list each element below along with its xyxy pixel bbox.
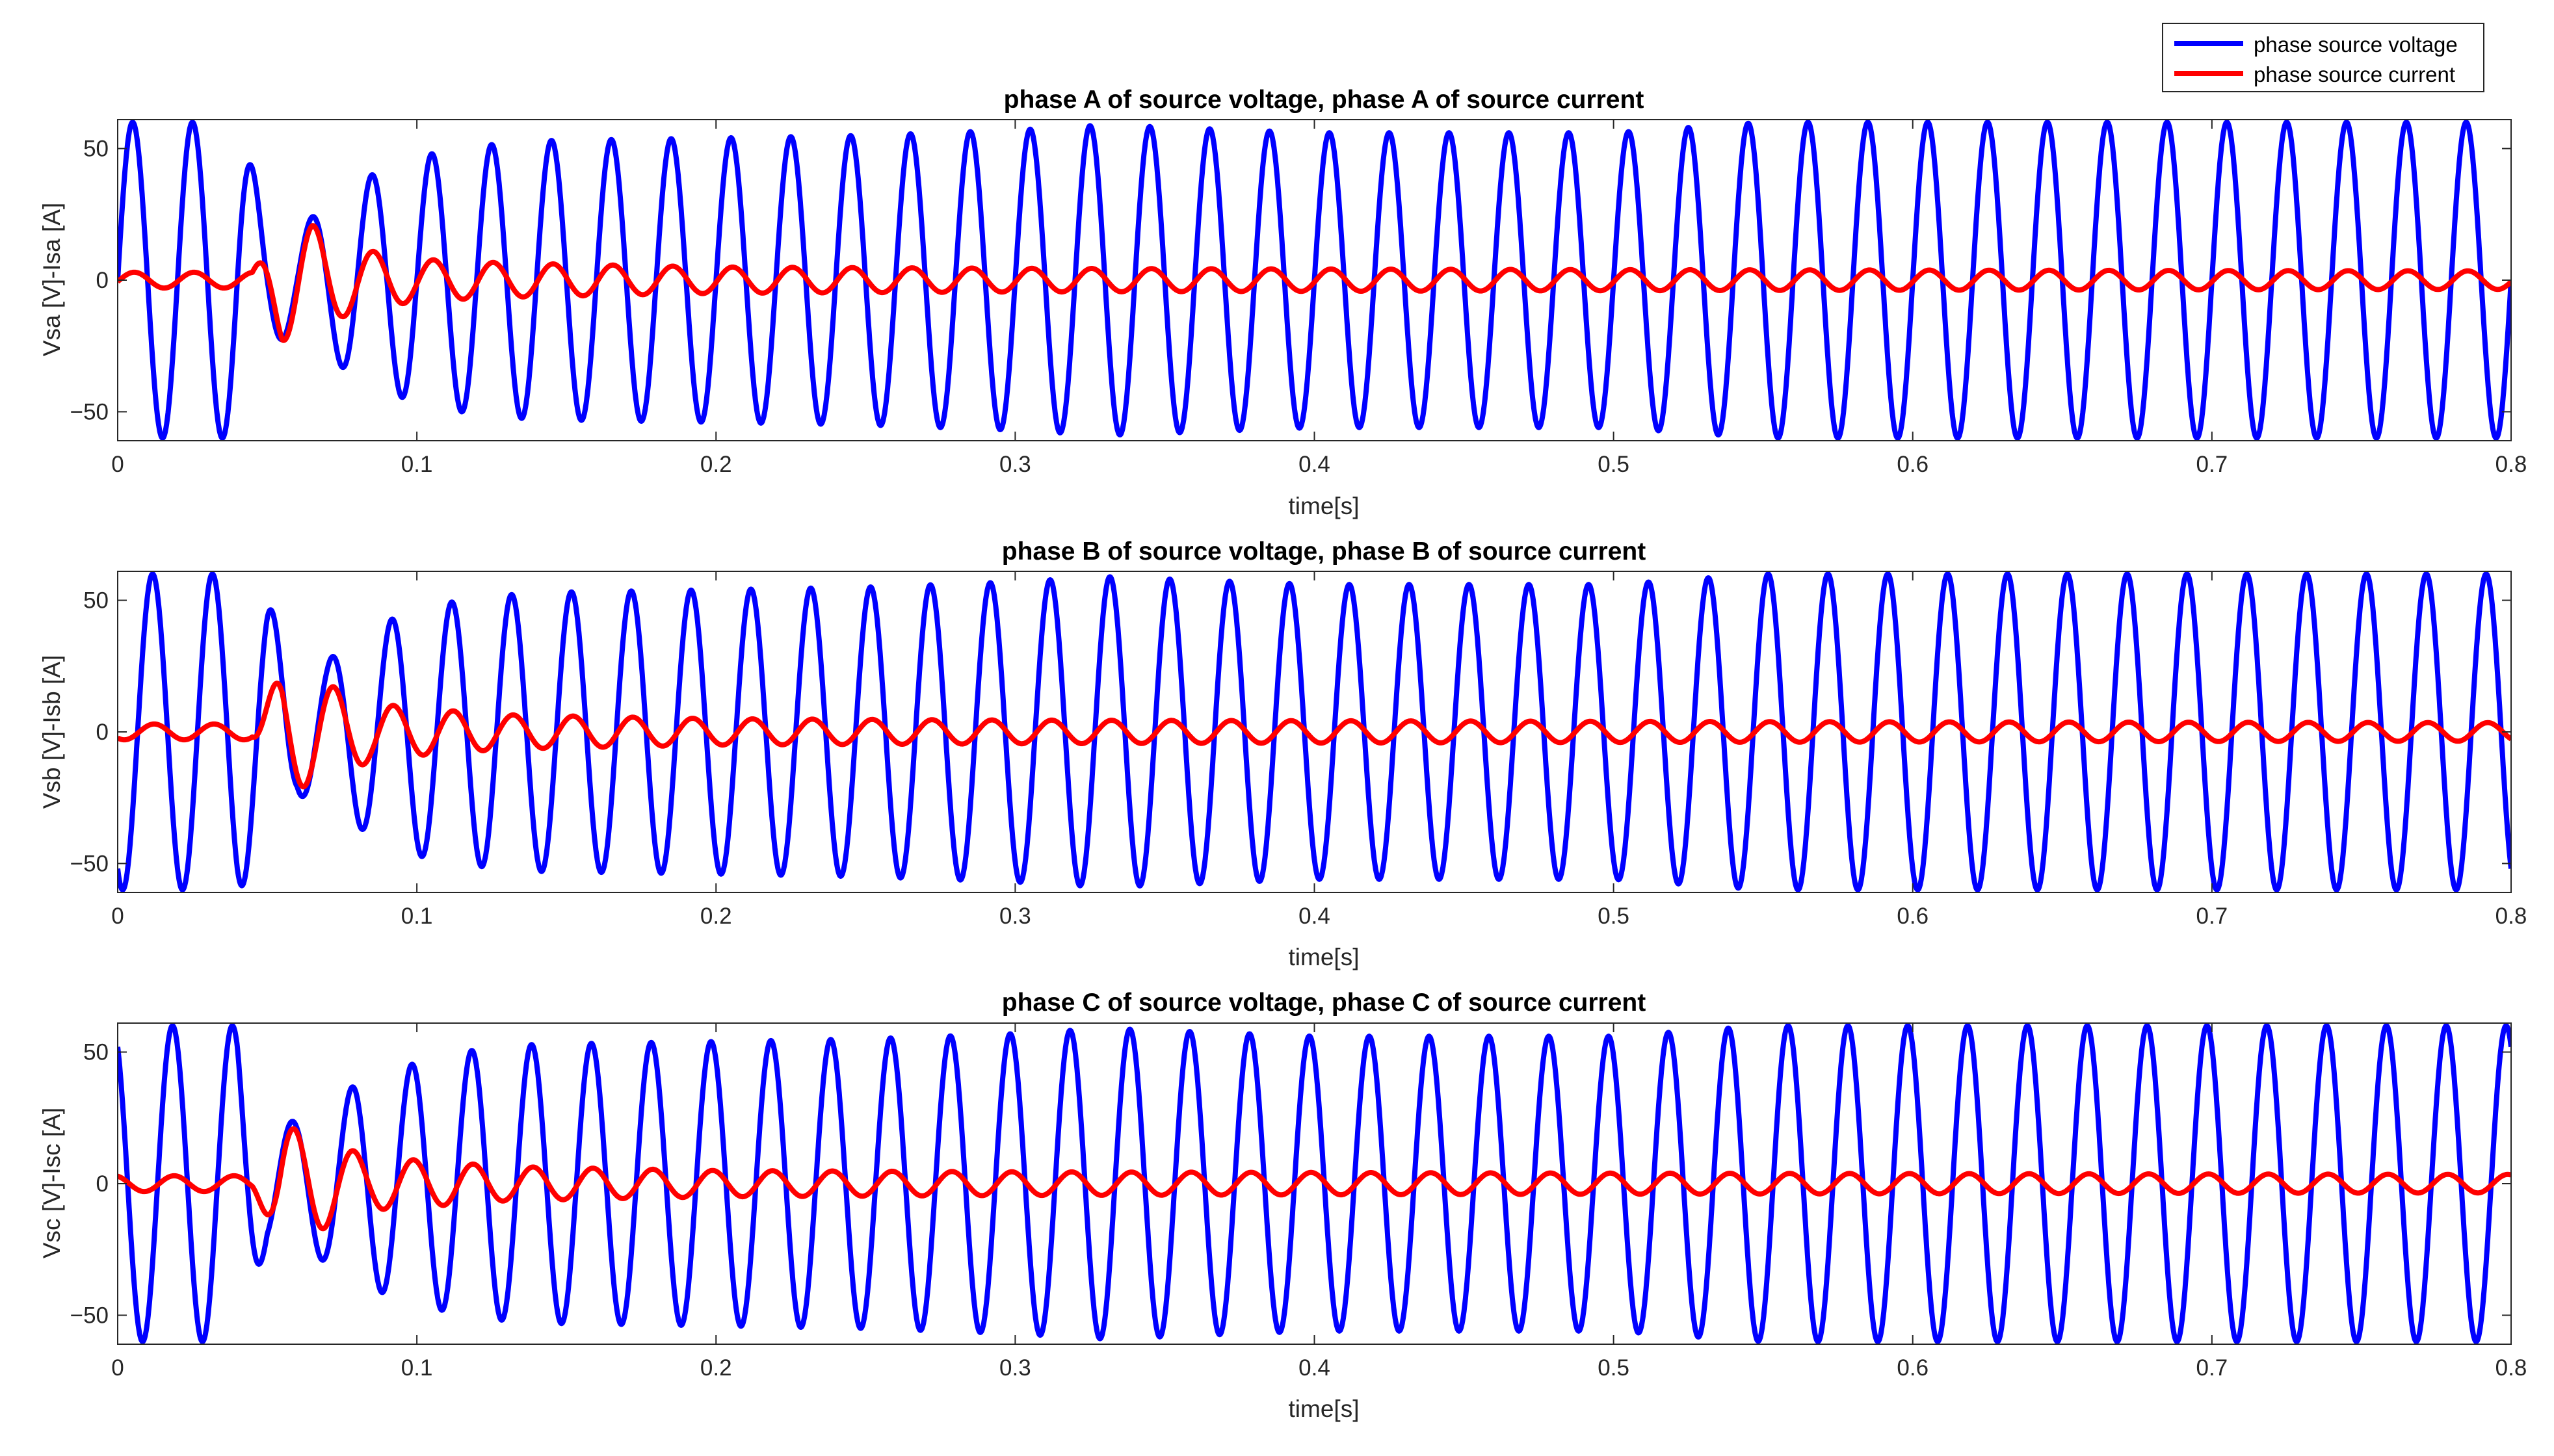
x-tick-label: 0.1 — [401, 1355, 433, 1381]
legend-label-voltage: phase source voltage — [2254, 32, 2458, 57]
x-tick-label: 0.8 — [2495, 1355, 2527, 1381]
axes-frame — [117, 119, 2512, 441]
y-tick-label: −50 — [70, 1303, 109, 1328]
x-tick-label: 0.2 — [700, 904, 732, 929]
x-tick-label: 0.4 — [1298, 1355, 1330, 1381]
axes-frame — [117, 571, 2512, 893]
x-tick-label: 0.7 — [2196, 1355, 2228, 1381]
x-tick-label: 0 — [111, 904, 124, 929]
x-tick-label: 0.4 — [1298, 452, 1330, 477]
y-tick-label: 0 — [96, 268, 109, 293]
legend: phase source voltage phase source curren… — [2162, 23, 2484, 92]
subplot-title: phase C of source voltage, phase C of so… — [1002, 989, 1646, 1017]
series-line-phase-source-current — [118, 223, 2511, 343]
x-tick-label: 0.7 — [2196, 452, 2228, 477]
x-tick-label: 0.6 — [1897, 1355, 1929, 1381]
x-tick-label: 0.8 — [2495, 452, 2527, 477]
y-axis-label: Vsa [V]-Isa [A] — [38, 203, 65, 356]
subplot-phase-c: phase C of source voltage, phase C of so… — [38, 989, 2527, 1422]
series-line-phase-source-current — [118, 681, 2511, 790]
y-tick-label: −50 — [70, 851, 109, 876]
legend-label-current: phase source current — [2254, 62, 2455, 86]
x-tick-label: 0.1 — [401, 904, 433, 929]
y-tick-label: 50 — [83, 1040, 109, 1065]
x-tick-label: 0.5 — [1598, 1355, 1629, 1381]
x-tick-label: 0.6 — [1897, 904, 1929, 929]
y-tick-label: 50 — [83, 136, 109, 162]
x-tick-label: 0.1 — [401, 452, 433, 477]
y-tick-label: 0 — [96, 720, 109, 745]
subplot-title: phase A of source voltage, phase A of so… — [1004, 86, 1644, 114]
x-tick-label: 0.5 — [1598, 904, 1629, 929]
x-tick-label: 0.4 — [1298, 904, 1330, 929]
x-axis-label: time[s] — [1289, 493, 1360, 519]
y-tick-label: −50 — [70, 399, 109, 424]
x-tick-label: 0.7 — [2196, 904, 2228, 929]
subplot-title: phase B of source voltage, phase B of so… — [1002, 538, 1646, 566]
axes-frame — [117, 1022, 2512, 1345]
x-tick-label: 0.2 — [700, 1355, 732, 1381]
y-axis-label: Vsc [V]-Isc [A] — [38, 1108, 65, 1258]
x-tick-label: 0.8 — [2495, 904, 2527, 929]
x-axis-label: time[s] — [1289, 944, 1360, 970]
x-tick-label: 0.6 — [1897, 452, 1929, 477]
subplot-phase-a: phase A of source voltage, phase A of so… — [38, 86, 2527, 519]
x-tick-label: 0.3 — [999, 1355, 1031, 1381]
series-line-phase-source-current — [118, 1126, 2511, 1232]
y-tick-label: 0 — [96, 1171, 109, 1197]
x-tick-label: 0.3 — [999, 904, 1031, 929]
x-axis-label: time[s] — [1289, 1396, 1360, 1422]
y-tick-label: 50 — [83, 588, 109, 614]
x-tick-label: 0.3 — [999, 452, 1031, 477]
legend-box — [2162, 23, 2484, 92]
x-tick-label: 0 — [111, 1355, 124, 1381]
y-axis-label: Vsb [V]-Isb [A] — [38, 655, 65, 809]
subplot-phase-b: phase B of source voltage, phase B of so… — [38, 538, 2527, 970]
x-tick-label: 0.5 — [1598, 452, 1629, 477]
x-tick-label: 0 — [111, 452, 124, 477]
x-tick-label: 0.2 — [700, 452, 732, 477]
